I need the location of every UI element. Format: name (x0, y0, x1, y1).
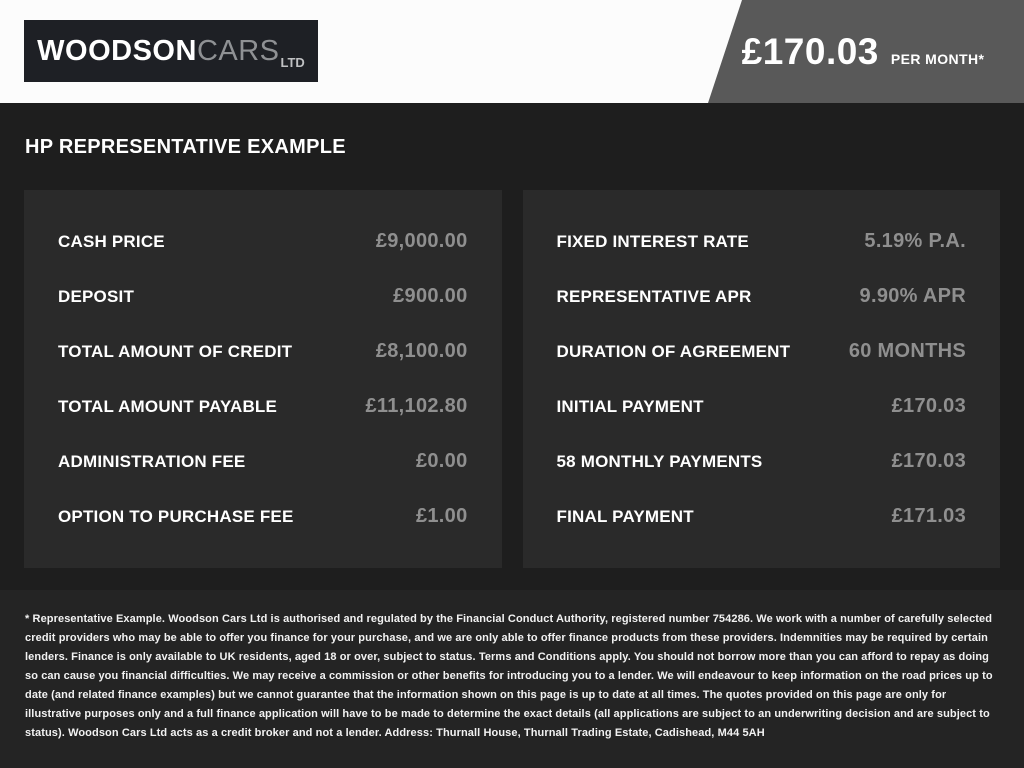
row-label: DURATION OF AGREEMENT (556, 341, 791, 361)
row-value: 60 MONTHS (848, 340, 966, 362)
logo-text-ltd: LTD (280, 55, 305, 70)
table-row: TOTAL AMOUNT OF CREDIT £8,100.00 (58, 324, 468, 379)
logo-text-woodson: WOODSON (37, 34, 197, 67)
row-value: 5.19% P.A. (864, 230, 966, 252)
row-label: OPTION TO PURCHASE FEE (58, 506, 294, 526)
table-row: ADMINISTRATION FEE £0.00 (58, 434, 468, 489)
table-row: INITIAL PAYMENT £170.03 (557, 379, 967, 434)
row-value: £11,102.80 (365, 395, 468, 417)
finance-example-section: HP REPRESENTATIVE EXAMPLE CASH PRICE £9,… (0, 103, 1024, 590)
row-label: FINAL PAYMENT (556, 506, 694, 526)
row-value: £8,100.00 (375, 340, 468, 362)
row-value: £171.03 (891, 505, 966, 527)
row-label: REPRESENTATIVE APR (556, 286, 752, 306)
row-value: £170.03 (891, 450, 966, 472)
row-label: FIXED INTEREST RATE (556, 231, 749, 251)
row-value: 9.90% APR (859, 285, 966, 307)
dealer-logo: WOODSON CARS LTD (24, 20, 318, 82)
table-row: FIXED INTEREST RATE 5.19% P.A. (557, 214, 967, 269)
row-label: CASH PRICE (58, 231, 165, 251)
logo-text-cars: CARS (196, 34, 280, 67)
row-value: £9,000.00 (375, 230, 468, 252)
monthly-price-suffix: PER MONTH* (890, 50, 985, 67)
monthly-price-banner: £170.03 PER MONTH* (708, 0, 1024, 103)
header: WOODSON CARS LTD £170.03 PER MONTH* (0, 0, 1024, 103)
table-row: DEPOSIT £900.00 (58, 269, 468, 324)
row-label: ADMINISTRATION FEE (58, 451, 246, 471)
table-row: CASH PRICE £9,000.00 (58, 214, 468, 269)
table-row: REPRESENTATIVE APR 9.90% APR (557, 269, 967, 324)
table-row: TOTAL AMOUNT PAYABLE £11,102.80 (58, 379, 468, 434)
row-label: DEPOSIT (58, 286, 135, 306)
table-row: 58 MONTHLY PAYMENTS £170.03 (557, 434, 967, 489)
row-label: INITIAL PAYMENT (556, 396, 704, 416)
disclaimer-text: * Representative Example. Woodson Cars L… (25, 613, 993, 739)
finance-panel-left: CASH PRICE £9,000.00 DEPOSIT £900.00 TOT… (24, 190, 502, 568)
row-label: 58 MONTHLY PAYMENTS (556, 451, 763, 471)
page-title: HP REPRESENTATIVE EXAMPLE (25, 136, 346, 158)
finance-panel-right: FIXED INTEREST RATE 5.19% P.A. REPRESENT… (522, 190, 1000, 568)
row-label: TOTAL AMOUNT PAYABLE (58, 396, 278, 416)
disclaimer-section: * Representative Example. Woodson Cars L… (0, 590, 1024, 768)
table-row: FINAL PAYMENT £171.03 (557, 489, 967, 544)
row-value: £900.00 (393, 285, 468, 307)
row-label: TOTAL AMOUNT OF CREDIT (58, 341, 293, 361)
table-row: OPTION TO PURCHASE FEE £1.00 (58, 489, 468, 544)
row-value: £1.00 (415, 505, 468, 527)
row-value: £0.00 (415, 450, 468, 472)
table-row: DURATION OF AGREEMENT 60 MONTHS (557, 324, 967, 379)
finance-panels: CASH PRICE £9,000.00 DEPOSIT £900.00 TOT… (24, 190, 1000, 568)
monthly-price-amount: £170.03 (741, 30, 879, 72)
row-value: £170.03 (891, 395, 966, 417)
